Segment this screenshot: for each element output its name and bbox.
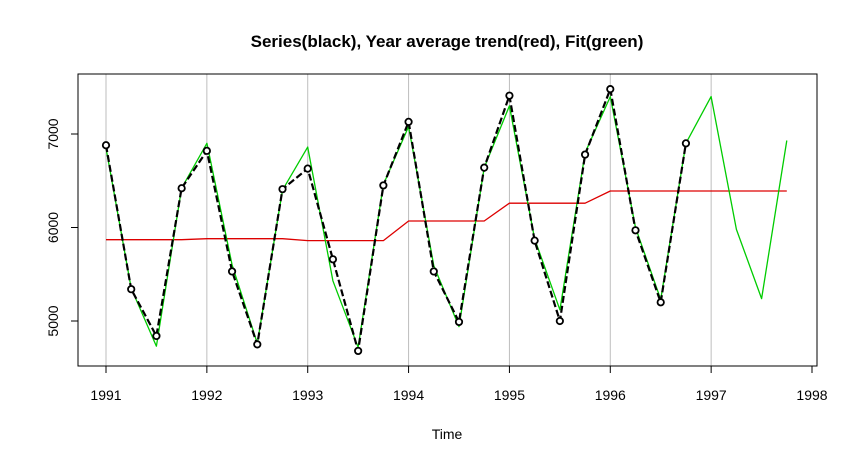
y-tick-label: 7000 <box>45 118 61 149</box>
x-tick-label: 1991 <box>90 387 121 403</box>
series-point <box>202 146 211 155</box>
series-point <box>227 267 237 276</box>
y-tick-label: 5000 <box>45 305 61 336</box>
series-point <box>681 139 691 148</box>
series-point <box>530 236 539 245</box>
series-point <box>328 255 338 264</box>
series-point <box>152 331 161 341</box>
series-point <box>354 346 363 356</box>
series-point <box>278 185 287 194</box>
series-point <box>429 267 438 276</box>
series-point <box>127 285 136 294</box>
series-point <box>303 164 312 173</box>
series-point <box>555 316 564 326</box>
series-point <box>656 298 665 307</box>
x-tick-label: 1996 <box>595 387 626 403</box>
series-point <box>379 181 388 190</box>
x-tick-label: 1997 <box>696 387 727 403</box>
series-point <box>606 85 615 94</box>
series-point <box>253 340 262 349</box>
x-tick-label: 1994 <box>393 387 424 403</box>
x-axis-label: Time <box>432 426 463 442</box>
series-point <box>101 141 111 150</box>
x-tick-label: 1995 <box>494 387 525 403</box>
series-point <box>177 184 186 193</box>
x-tick-label: 1992 <box>191 387 222 403</box>
fit-line <box>105 95 788 348</box>
series-point <box>631 226 640 235</box>
y-tick-label: 6000 <box>45 212 61 243</box>
series-point <box>454 317 464 327</box>
plot-frame <box>77 73 818 367</box>
series-line <box>104 87 687 352</box>
series-point <box>580 150 590 159</box>
x-tick-label: 1998 <box>796 387 827 403</box>
plot-area <box>101 85 788 356</box>
series-point <box>480 163 489 172</box>
axes: 1991 1992 1993 1994 1995 1996 1997 1998 5000 6000… <box>45 118 828 403</box>
chart-title: Series(black), Year average trend(red), … <box>251 32 644 51</box>
x-tick-label: 1993 <box>292 387 323 403</box>
series-point <box>505 91 514 100</box>
trend-line <box>106 190 787 242</box>
series-point <box>404 117 413 126</box>
